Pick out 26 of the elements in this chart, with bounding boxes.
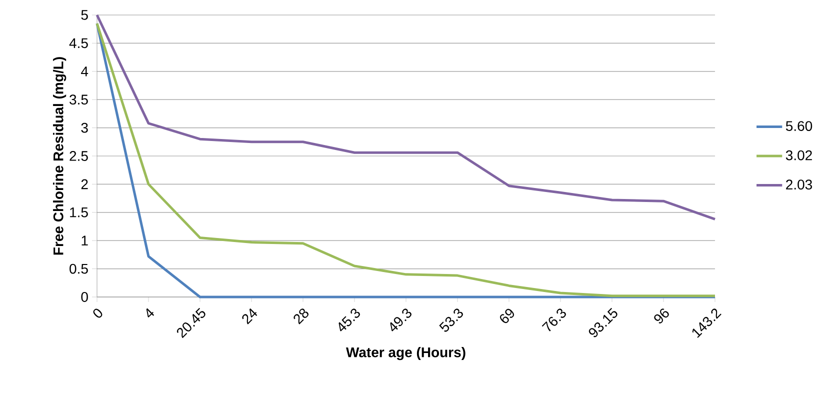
x-tick-label: 4 [146,308,154,318]
x-tick-label: 45.3 [338,308,360,332]
y-tick-label: 2 [81,179,88,190]
x-tick-label: 96 [654,308,669,324]
x-tick-label: 69 [500,308,514,324]
legend-label: 2.03 [786,180,812,190]
y-axis-title: Free Chlorine Residual (mg/L) [53,57,66,255]
x-tick-label: 24 [242,308,258,324]
y-tick-label: 3 [81,122,88,133]
x-tick-label: 0 [93,308,102,318]
y-tick-label: 1 [82,236,88,246]
x-tick-label: 49.3 [390,308,412,332]
x-tick-label: 76.3 [542,308,566,332]
y-tick-label: 4 [81,66,88,76]
y-tick-label: 4.5 [69,38,88,48]
y-tick-label: 2.5 [70,151,88,161]
y-tick-label: 1.5 [70,208,88,218]
x-tick-label: 53.3 [439,308,463,332]
y-tick-label: 3.5 [70,94,88,105]
x-axis-title: Water age (Hours) [346,347,466,360]
legend-label: 5.60 [786,121,812,131]
legend-label: 3.02 [786,150,812,160]
y-tick-label: 0 [81,292,88,302]
x-tick-label: 28 [294,308,308,324]
y-tick-label: 0.5 [70,264,88,274]
y-tick-label: 5 [81,10,88,20]
